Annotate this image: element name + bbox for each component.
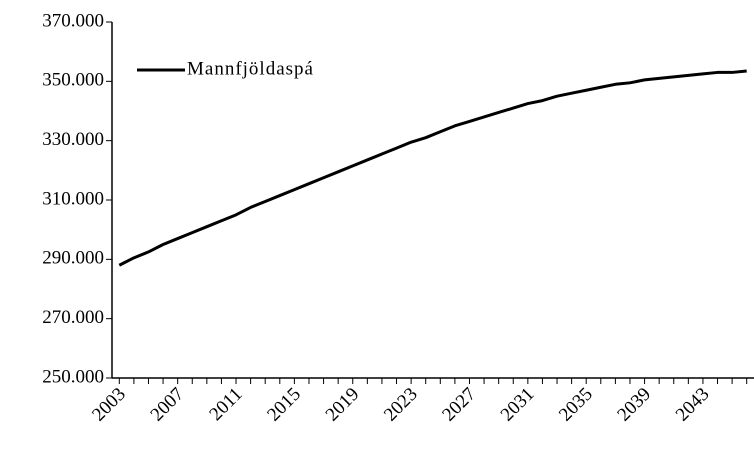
y-tick-label: 270.000 — [42, 307, 104, 328]
x-tick-label: 2027 — [438, 384, 480, 426]
data-line — [118, 69, 747, 267]
y-tick-label: 250.000 — [42, 366, 104, 387]
x-tick-label: 2003 — [88, 384, 130, 426]
y-tick-label: 330.000 — [42, 129, 104, 150]
x-tick-label: 2043 — [672, 384, 714, 426]
x-tick-label: 2031 — [497, 384, 539, 426]
x-tick-label: 2019 — [322, 384, 364, 426]
y-tick-label: 370.000 — [42, 10, 104, 31]
x-tick-label: 2023 — [380, 384, 422, 426]
x-tick-label: 2007 — [147, 384, 189, 426]
x-tick-label: 2015 — [263, 384, 305, 426]
x-tick-label: 2039 — [613, 384, 655, 426]
legend-label: Mannfjöldaspá — [187, 58, 314, 79]
x-tick-label: 2035 — [555, 384, 597, 426]
y-tick-label: 310.000 — [42, 188, 104, 209]
x-tick-label: 2011 — [205, 384, 246, 425]
y-tick-label: 290.000 — [42, 248, 104, 269]
y-tick-label: 350.000 — [42, 70, 104, 91]
